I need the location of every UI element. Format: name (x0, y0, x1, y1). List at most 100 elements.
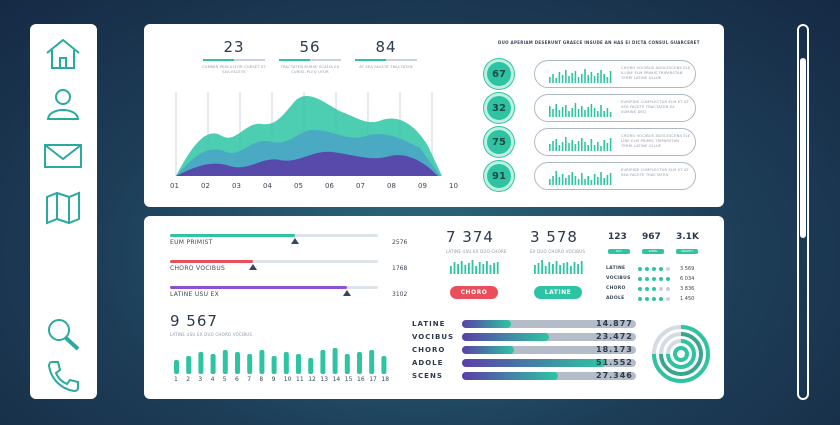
stat-underline (355, 59, 417, 61)
bar (235, 352, 240, 374)
mini-bar (603, 111, 605, 117)
mini-bar (581, 106, 583, 117)
mini-bar (486, 261, 488, 274)
mini-bar (581, 138, 583, 151)
rating-dots (638, 287, 670, 291)
search-icon[interactable] (42, 316, 84, 352)
hbar-value: 51.552 (596, 358, 633, 367)
bar-x-label: 12 (308, 376, 316, 383)
bar (247, 354, 252, 374)
gauge-pill[interactable]: EURIPIDE CUMPLECTUR ELM ET AT SEA FACETE… (534, 94, 696, 122)
slider-handle[interactable] (343, 290, 351, 296)
mini-bar (562, 174, 564, 185)
gauge-pill[interactable]: EURIPIDE CUMPLECTUR ELM ET AT SEA FACETE… (534, 162, 696, 190)
counter-caption: LATINE USU EX DUO CHORE (446, 249, 507, 254)
chip-value: 123 (608, 232, 627, 242)
mini-bar (555, 78, 557, 83)
mini-bar (479, 262, 481, 274)
rating-label: ADOLE (606, 296, 625, 301)
slider-track[interactable] (170, 234, 378, 237)
rating-dot (645, 297, 649, 301)
mail-icon[interactable] (42, 138, 84, 174)
mini-bar (571, 172, 573, 185)
bar-x-label: 3 (198, 376, 202, 383)
hbar-fill (462, 359, 605, 367)
x-tick-label: 05 (294, 182, 303, 190)
rating-value: 3 569 (680, 266, 694, 272)
counter-button[interactable]: CHORO (450, 286, 498, 299)
rating-dot (645, 277, 649, 281)
phone-icon[interactable] (42, 358, 84, 394)
mini-bar (570, 266, 572, 274)
bar-x-label: 8 (259, 376, 263, 383)
mini-bar (597, 73, 599, 83)
mini-bar (568, 175, 570, 185)
mini-bar (454, 262, 456, 274)
home-icon[interactable] (42, 36, 84, 72)
user-icon[interactable] (42, 86, 84, 122)
rating-dots (638, 267, 670, 271)
slider-handle[interactable] (291, 238, 299, 244)
slider-track[interactable] (170, 260, 378, 263)
hbar-value: 27.346 (596, 371, 633, 380)
mini-bar (571, 140, 573, 151)
chip-label[interactable]: DAY (608, 249, 630, 254)
mini-bar (552, 74, 554, 83)
x-tick-label: 04 (263, 182, 272, 190)
x-tick-label: 06 (325, 182, 334, 190)
slider-track[interactable] (170, 286, 378, 289)
mini-bar (565, 70, 567, 83)
mini-bar (594, 174, 596, 185)
mini-bar (591, 139, 593, 151)
hbar-value: 23.472 (596, 332, 633, 341)
chip-label[interactable]: MONTH (676, 249, 698, 254)
mini-bar (545, 266, 547, 274)
mini-bar (555, 171, 557, 185)
counter-button[interactable]: LATINE (534, 286, 582, 299)
rating-dot (659, 267, 663, 271)
stat-underline (203, 59, 265, 61)
scrollbar[interactable] (797, 24, 809, 400)
gauge-pill[interactable]: CHORO VOCIBUS ADOLESCENS ELE LINE ELM PR… (534, 128, 696, 156)
mini-bar (461, 261, 463, 274)
rating-dot (666, 287, 670, 291)
mini-bar (600, 172, 602, 185)
bar (308, 358, 313, 374)
gauge-description: EURIPIDE CUMPLECTUR ELM ET AT SEA FACETE… (621, 168, 691, 178)
mini-bar (581, 74, 583, 83)
mini-bar (549, 106, 551, 117)
mini-bar (591, 104, 593, 117)
x-tick-label: 03 (232, 182, 241, 190)
mini-bar (587, 176, 589, 185)
mini-bar (610, 112, 612, 117)
rating-dot (638, 287, 642, 291)
rating-dot (645, 267, 649, 271)
bar-x-label: 7 (247, 376, 251, 383)
slider-value: 1768 (392, 265, 407, 272)
mini-bar (584, 179, 586, 185)
gauge-description: EURIPIDE CUMPLECTUR ELM ET AT SEA FACETE… (621, 100, 691, 115)
gauge-pill[interactable]: CHORO VOCIBUS ADOLESCENS ELE ILLINE ELM … (534, 60, 696, 88)
bar-chart (172, 344, 394, 374)
mini-bar (578, 77, 580, 83)
gauge-circle: 75 (484, 127, 514, 157)
mini-bar (562, 107, 564, 117)
slider-handle[interactable] (249, 264, 257, 270)
mini-bar (603, 74, 605, 83)
rating-dot (666, 297, 670, 301)
bar-x-label: 13 (320, 376, 328, 383)
mini-bar (575, 71, 577, 83)
scrollbar-thumb[interactable] (800, 58, 806, 238)
bar-x-label: 14 (333, 376, 341, 383)
rating-value: 3 836 (680, 286, 694, 292)
mini-bar (568, 111, 570, 117)
slider-value: 2576 (392, 239, 407, 246)
bar (186, 356, 191, 374)
chip-label[interactable]: WEEK (642, 249, 664, 254)
mini-bar (597, 177, 599, 185)
slider-fill (170, 260, 253, 263)
details-panel: EUM PRIMIST 2576 CHORO VOCIBUS 1768 LATINE U… (144, 216, 724, 399)
map-icon[interactable] (42, 190, 84, 226)
mini-bar (587, 107, 589, 117)
rating-dot (659, 277, 663, 281)
